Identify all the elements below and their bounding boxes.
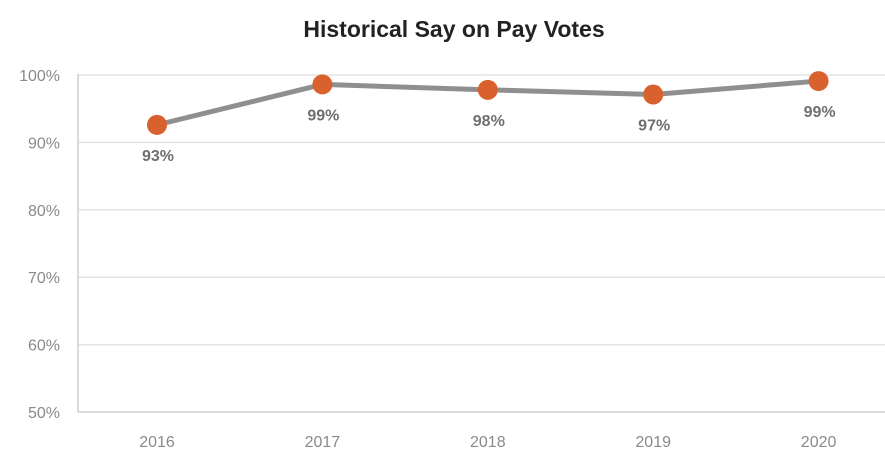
data-point xyxy=(147,114,167,135)
data-point xyxy=(477,79,498,100)
x-axis-ticks: 2016 2017 2018 2019 2020 xyxy=(139,434,836,450)
y-tick-label: 100% xyxy=(19,68,60,85)
y-tick-label: 50% xyxy=(28,405,60,422)
data-label: 93% xyxy=(142,148,174,165)
data-label: 99% xyxy=(307,107,339,124)
y-tick-label: 70% xyxy=(28,270,60,287)
data-point xyxy=(808,71,829,92)
data-points xyxy=(147,71,829,135)
data-label: 98% xyxy=(473,113,505,130)
data-label: 99% xyxy=(804,104,836,121)
data-labels: 93% 99% 98% 97% 99% xyxy=(142,104,836,165)
y-tick-label: 80% xyxy=(28,203,60,220)
x-tick-label: 2016 xyxy=(139,434,175,450)
y-axis-ticks: 50% 60% 70% 80% 90% 100% xyxy=(19,68,60,422)
x-tick-label: 2018 xyxy=(470,434,506,450)
x-tick-label: 2017 xyxy=(305,434,341,450)
gridlines xyxy=(78,74,885,346)
y-tick-label: 60% xyxy=(28,338,60,355)
x-tick-label: 2019 xyxy=(635,434,671,450)
y-tick-label: 90% xyxy=(28,135,60,152)
data-point xyxy=(312,74,333,95)
x-tick-label: 2020 xyxy=(801,434,837,450)
data-point xyxy=(643,84,664,105)
chart-title: Historical Say on Pay Votes xyxy=(303,16,604,42)
data-label: 97% xyxy=(638,118,670,135)
axes xyxy=(77,74,885,413)
